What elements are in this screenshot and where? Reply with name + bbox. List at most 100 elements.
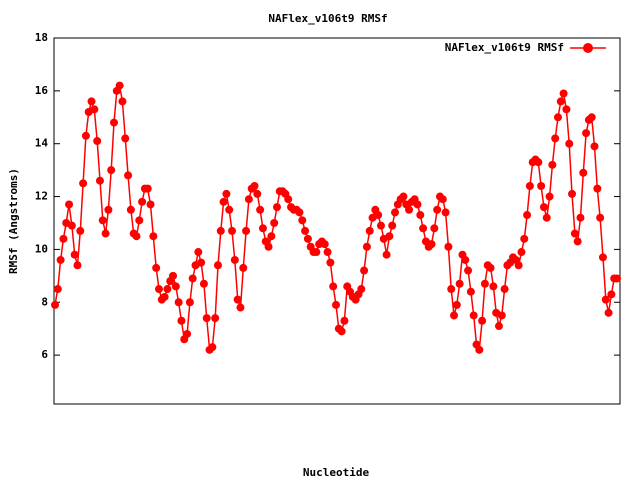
data-point <box>534 158 543 167</box>
data-point <box>110 118 119 127</box>
data-point <box>447 285 456 294</box>
data-point <box>579 168 588 177</box>
data-point <box>183 329 192 338</box>
data-point <box>523 211 532 220</box>
data-point <box>118 97 127 106</box>
y-tick-label: 10 <box>35 242 48 255</box>
data-point <box>604 308 613 317</box>
data-point <box>419 224 428 233</box>
data-point <box>388 221 397 230</box>
data-point <box>480 279 489 288</box>
data-point <box>199 279 208 288</box>
data-point <box>542 213 551 222</box>
data-point <box>494 322 503 331</box>
data-point <box>216 226 225 235</box>
data-point <box>53 285 62 294</box>
data-point <box>596 213 605 222</box>
data-point <box>87 97 96 106</box>
data-point <box>337 327 346 336</box>
data-point <box>576 213 585 222</box>
data-point <box>242 226 251 235</box>
data-point <box>525 181 534 190</box>
data-point <box>197 258 206 267</box>
data-point <box>438 195 447 204</box>
data-point <box>228 226 237 235</box>
data-point <box>461 255 470 264</box>
data-point <box>413 200 422 209</box>
data-point <box>360 266 369 275</box>
data-point <box>95 176 104 185</box>
data-point <box>107 166 116 175</box>
data-point <box>101 229 110 238</box>
data-point <box>537 181 546 190</box>
data-point <box>374 211 383 220</box>
data-point <box>219 197 228 206</box>
data-point <box>326 258 335 267</box>
data-point <box>475 345 484 354</box>
legend-label: NAFlex_v106t9 RMSf <box>445 41 564 54</box>
data-point <box>357 285 366 294</box>
data-point <box>427 240 436 249</box>
data-point <box>478 316 487 325</box>
data-point <box>244 195 253 204</box>
data-point <box>562 105 571 114</box>
data-point <box>405 205 414 214</box>
data-point <box>230 255 239 264</box>
data-point <box>464 266 473 275</box>
data-point <box>517 248 526 257</box>
data-point <box>391 208 400 217</box>
data-point <box>514 261 523 270</box>
data-point <box>565 139 574 148</box>
data-point <box>208 343 217 352</box>
data-point <box>590 142 599 151</box>
data-point <box>135 216 144 225</box>
data-point <box>213 261 222 270</box>
data-point <box>301 226 310 235</box>
data-point <box>416 211 425 220</box>
y-tick-label: 8 <box>41 295 48 308</box>
data-point <box>486 263 495 272</box>
data-point <box>469 311 478 320</box>
data-point <box>329 282 338 291</box>
data-point <box>500 285 509 294</box>
data-point <box>559 89 568 98</box>
data-point <box>323 248 332 257</box>
data-point <box>582 129 591 138</box>
data-point <box>76 226 85 235</box>
data-point <box>332 300 340 309</box>
data-point <box>70 250 79 259</box>
data-point <box>489 282 498 291</box>
data-point <box>177 316 186 325</box>
data-point <box>551 134 560 143</box>
data-point <box>256 205 265 214</box>
y-tick-label: 12 <box>35 190 48 203</box>
data-point <box>385 232 394 241</box>
data-point <box>169 271 178 280</box>
data-point <box>598 253 607 262</box>
data-point <box>59 234 68 243</box>
data-point <box>126 205 135 214</box>
data-point <box>65 200 74 209</box>
data-point <box>81 131 90 140</box>
data-point <box>188 274 197 283</box>
data-point <box>601 295 610 304</box>
y-tick-label: 6 <box>41 348 48 361</box>
data-point <box>171 282 180 291</box>
data-point <box>132 232 141 241</box>
data-point <box>556 97 565 106</box>
data-point <box>225 205 234 214</box>
y-tick-label: 18 <box>35 31 48 44</box>
data-point <box>295 208 304 217</box>
data-point <box>455 279 464 288</box>
data-point <box>340 316 349 325</box>
data-point <box>236 303 245 312</box>
data-point <box>222 189 231 198</box>
data-point <box>121 134 130 143</box>
data-point <box>539 203 548 212</box>
data-point <box>267 232 276 241</box>
data-point <box>568 189 577 198</box>
data-point <box>548 160 557 169</box>
data-point <box>272 203 281 212</box>
data-point <box>545 192 554 201</box>
